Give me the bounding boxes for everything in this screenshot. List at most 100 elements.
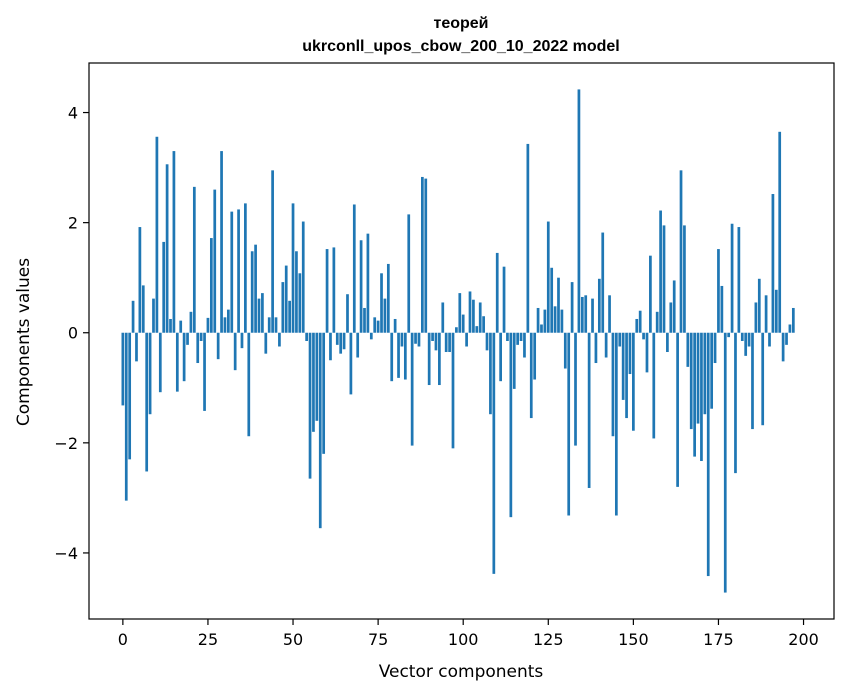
bar-148 [625,332,628,419]
bar-6 [141,285,145,333]
bar-50 [291,203,295,333]
bar-64 [339,332,343,354]
bar-137 [587,332,591,488]
bar-69 [356,332,360,358]
bar-79 [390,332,394,382]
bar-160 [666,332,669,353]
bar-40 [257,298,261,333]
bar-103 [472,299,475,333]
bar-34 [237,209,240,333]
bar-76 [380,273,383,333]
bar-97 [451,332,455,449]
bar-7 [145,332,149,472]
y-axis-ticks: −4 −2 0 2 4 [54,104,89,563]
bar-24 [203,332,206,411]
bar-162 [672,280,676,333]
bar-25 [206,317,210,333]
bar-56 [312,332,315,432]
bar-154 [645,332,649,373]
x-axis-ticks: 0 25 50 75 100 125 150 175 200 [118,619,819,649]
bar-8 [148,332,152,415]
bar-182 [740,332,744,341]
x-tick-label: 75 [368,630,388,649]
bar-146 [618,332,622,347]
x-tick-label: 100 [448,630,479,649]
bar-82 [400,332,404,347]
x-tick-label: 50 [283,630,303,649]
bar-144 [611,332,615,437]
bar-42 [264,332,268,354]
bar-190 [768,332,771,347]
bar-177 [723,332,727,593]
bar-14 [169,318,172,333]
bar-142 [604,332,608,358]
bar-35 [240,332,244,349]
bar-163 [676,332,679,487]
bar-115 [512,332,516,389]
bar-2 [128,332,132,460]
bar-62 [332,247,336,333]
bar-112 [502,266,506,333]
bar-20 [189,311,193,333]
bar-139 [594,332,598,364]
bar-26 [209,238,213,333]
bar-122 [536,307,540,333]
bar-185 [751,332,754,430]
bar-117 [519,332,523,341]
bar-0 [121,332,125,406]
bar-118 [523,332,526,358]
bar-54 [305,332,308,341]
bar-125 [546,221,550,333]
bar-28 [216,332,220,360]
bar-90 [427,332,431,386]
x-axis-label: Vector components [379,662,544,682]
bar-98 [455,327,458,333]
bar-32 [230,211,234,333]
bar-197 [791,307,795,333]
bar-189 [764,295,768,333]
x-tick-label: 200 [788,630,819,649]
bar-4 [135,332,138,362]
x-tick-label: 25 [198,630,218,649]
bar-68 [352,204,356,333]
bar-83 [403,332,407,380]
bar-73 [369,332,373,340]
y-axis-label: Components values [14,258,34,426]
bar-77 [383,298,387,333]
bar-27 [213,189,217,333]
bar-52 [298,273,302,333]
bar-106 [482,316,485,333]
bar-191 [771,194,775,333]
bar-134 [577,89,581,333]
bar-180 [734,332,737,474]
bar-15 [172,151,176,333]
bar-66 [346,294,349,333]
bar-151 [635,318,639,333]
bar-108 [489,332,492,415]
bar-172 [706,332,710,577]
bar-89 [424,178,428,333]
bar-141 [601,232,605,333]
chart-title-line-2: ukrconll_upos_cbow_200_10_2022 model [302,38,619,55]
x-tick-label: 0 [118,630,128,649]
bar-145 [614,332,618,516]
bar-55 [308,332,312,479]
bar-3 [131,300,135,333]
bar-48 [284,265,288,333]
bar-113 [506,332,509,341]
bar-51 [295,251,298,333]
bar-133 [574,332,577,446]
bar-165 [683,225,686,333]
bar-45 [274,317,278,333]
bar-58 [318,332,322,529]
bar-129 [560,309,564,333]
bar-41 [261,293,264,333]
y-tick-label: −4 [54,544,78,563]
bar-150 [632,332,635,431]
bar-195 [785,332,788,345]
bar-31 [227,309,230,333]
bar-59 [322,332,326,454]
bar-91 [431,332,434,341]
bar-128 [557,277,560,333]
